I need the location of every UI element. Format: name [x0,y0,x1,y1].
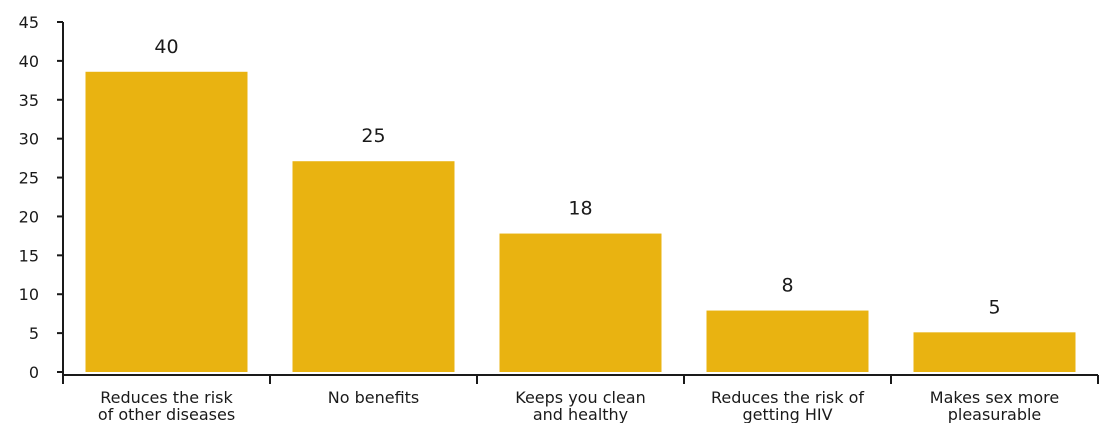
data-label: 40 [154,36,178,58]
y-tick-label: 10 [19,285,39,304]
bar [706,310,869,372]
bar [292,161,455,372]
category-label: No benefits [328,388,420,407]
y-tick-label: 35 [19,91,39,110]
category-label: Makes sex more [930,388,1059,407]
y-tick-label: 25 [19,169,39,188]
y-tick-label: 0 [29,363,39,382]
y-tick-label: 45 [19,13,39,32]
y-tick-label: 5 [29,324,39,343]
data-label: 25 [361,125,385,147]
category-label: Reduces the risk of [711,388,864,407]
y-tick-label: 15 [19,246,39,265]
category-label: Reduces the risk [100,388,233,407]
bar [85,71,248,373]
y-axis: 0 5 10 15 20 25 30 35 40 45 [19,13,64,382]
category-label: getting HIV [742,405,832,423]
y-tick-label: 20 [19,207,39,226]
y-tick-label: 30 [19,130,39,149]
bar [913,332,1076,372]
y-tick-label: 40 [19,52,39,71]
category-label: pleasurable [948,405,1042,423]
data-labels-group: 40 25 18 8 5 [154,36,1000,319]
data-label: 5 [988,296,1000,318]
bar [499,233,662,372]
data-label: 18 [568,198,592,220]
category-label: of other diseases [98,405,235,423]
bars-group [85,71,1076,373]
data-label: 8 [781,275,793,297]
category-label: and healthy [533,405,628,423]
category-label: Keeps you clean [515,388,645,407]
